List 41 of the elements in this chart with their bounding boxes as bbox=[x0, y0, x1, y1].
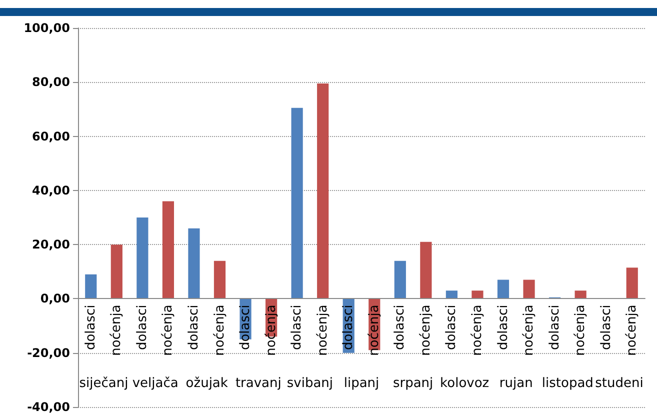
text: dolasci bbox=[134, 304, 150, 350]
x-tick-label: rujan bbox=[499, 376, 533, 391]
x-tick-label: srpanj bbox=[392, 376, 434, 391]
text: dolasci bbox=[598, 304, 614, 350]
y-tick-label: -40,00 bbox=[27, 400, 70, 414]
x-tick-label: svibanj bbox=[286, 376, 334, 391]
y-tick-label: 0,00 bbox=[40, 292, 70, 306]
y-tick-label: 100,00 bbox=[24, 21, 70, 35]
text: noćenja bbox=[109, 304, 124, 356]
y-tick-label: -20,00 bbox=[27, 346, 70, 360]
text: dolasci bbox=[83, 304, 98, 350]
text: dolasci bbox=[186, 304, 202, 350]
x-tick-label: lipanj bbox=[344, 376, 380, 391]
text: noćenja bbox=[315, 304, 330, 356]
y-tick-label: 20,00 bbox=[32, 238, 70, 252]
series-label: dolasci bbox=[238, 304, 254, 350]
x-tick-label: ožujak bbox=[186, 376, 228, 391]
text: noćenja bbox=[366, 304, 382, 356]
text: dolasci bbox=[496, 304, 511, 350]
x-tick-label: kolovoz bbox=[440, 376, 490, 391]
y-tick-label: 60,00 bbox=[32, 129, 70, 144]
y-tick-label: 40,00 bbox=[32, 183, 70, 198]
text: dolasci bbox=[341, 304, 356, 350]
x-tick-label: travanj bbox=[235, 376, 282, 391]
text: noćenja bbox=[522, 304, 537, 356]
text: noćenja bbox=[418, 304, 434, 356]
text: dolasci bbox=[290, 304, 305, 350]
x-tick-label: siječanj bbox=[79, 376, 128, 391]
text: dolasci bbox=[392, 304, 408, 350]
text: dolasci bbox=[444, 304, 460, 350]
x-tick-label: veljača bbox=[132, 376, 178, 391]
x-tick-label: listopad bbox=[542, 376, 594, 391]
text: noćenja bbox=[212, 304, 228, 356]
text: noćenja bbox=[573, 304, 588, 356]
text: noćenja bbox=[160, 304, 176, 356]
y-tick-label: 80,00 bbox=[32, 75, 70, 90]
text: noćenja bbox=[624, 304, 640, 356]
x-tick-label: studeni bbox=[595, 376, 644, 391]
series-label: noćenja bbox=[264, 304, 279, 356]
text: dolasci bbox=[547, 304, 562, 350]
text: noćenja bbox=[470, 304, 485, 356]
